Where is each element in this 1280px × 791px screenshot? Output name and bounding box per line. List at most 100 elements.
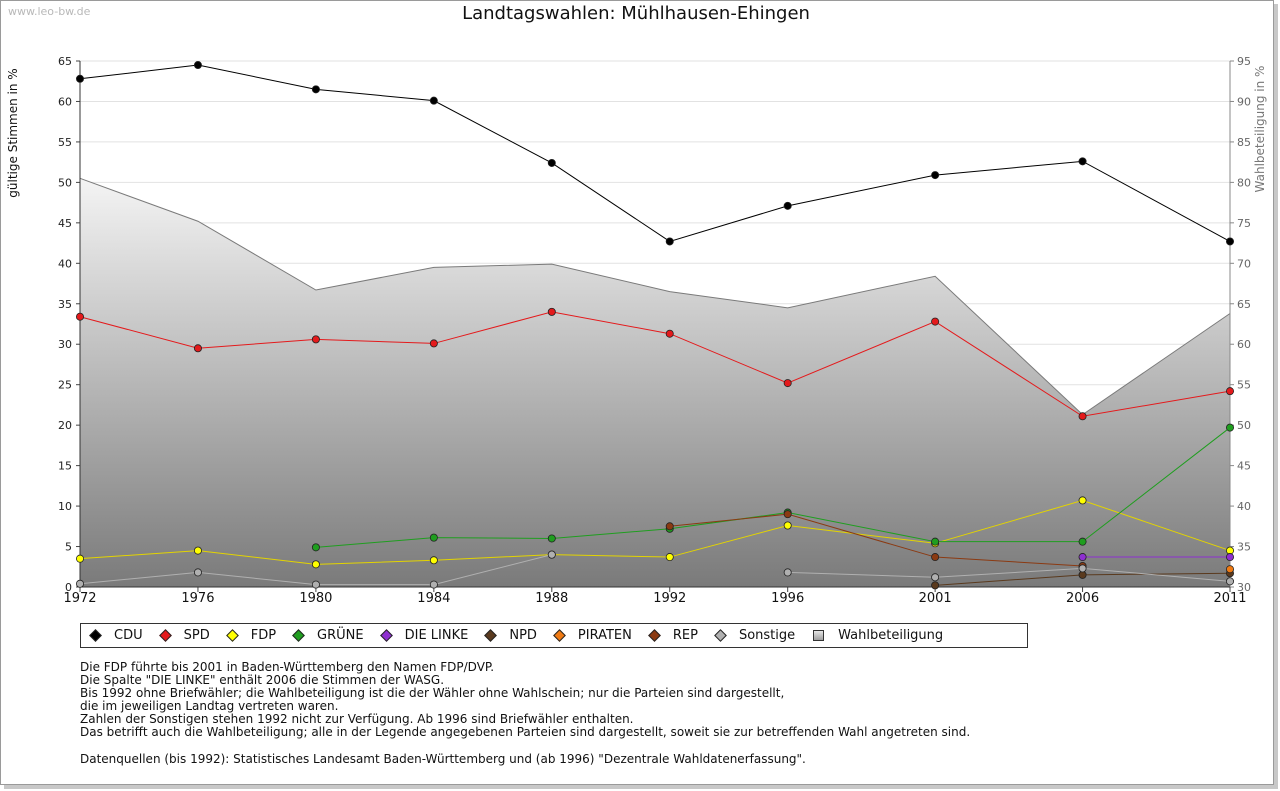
y-tick-label: 65 bbox=[58, 55, 72, 68]
y-tick-label: 40 bbox=[58, 257, 72, 270]
data-point-die-linke bbox=[1226, 553, 1235, 562]
y-tick-label: 25 bbox=[58, 379, 72, 392]
legend-label: Wahlbeteiligung bbox=[838, 628, 944, 643]
x-tick-label: 2011 bbox=[1213, 591, 1246, 606]
y-tick-label: 5 bbox=[65, 541, 72, 554]
legend-marker bbox=[89, 629, 102, 642]
x-tick-label: 1988 bbox=[535, 591, 568, 606]
legend-marker bbox=[484, 629, 498, 642]
y-tick-label: 45 bbox=[58, 217, 72, 230]
y-right-tick-label: 55 bbox=[1237, 379, 1251, 392]
data-point-sonstige bbox=[76, 579, 85, 588]
y-right-tick-label: 90 bbox=[1237, 95, 1251, 108]
series-line-cdu bbox=[79, 64, 1231, 243]
data-point-sonstige bbox=[1226, 577, 1235, 586]
data-point-cdu bbox=[931, 171, 940, 180]
legend-label: PIRATEN bbox=[577, 628, 632, 643]
legend-label: REP bbox=[672, 628, 698, 643]
legend-marker bbox=[714, 629, 727, 642]
data-point-spd bbox=[547, 307, 556, 316]
data-point-sonstige bbox=[311, 580, 320, 589]
legend-label: Sonstige bbox=[738, 628, 796, 643]
data-point-gr-ne bbox=[1078, 537, 1087, 546]
turnout-area bbox=[80, 178, 1230, 588]
y-tick-label: 0 bbox=[65, 581, 72, 594]
legend-marker bbox=[158, 629, 172, 642]
chart-title: Landtagswahlen: Mühlhausen-Ehingen bbox=[462, 3, 810, 24]
data-point-spd bbox=[193, 344, 202, 353]
footnote-line: Die FDP führte bis 2001 in Baden-Württem… bbox=[80, 660, 495, 674]
legend-item: SPD bbox=[158, 628, 210, 643]
data-point-cdu bbox=[1078, 157, 1087, 166]
footnotes: Die FDP führte bis 2001 in Baden-Württem… bbox=[80, 661, 970, 739]
legend-label: SPD bbox=[183, 628, 210, 643]
data-point-sonstige bbox=[547, 550, 556, 559]
legend-item: FDP bbox=[225, 628, 277, 643]
data-point-cdu bbox=[783, 201, 792, 210]
y-tick-label: 15 bbox=[58, 460, 72, 473]
x-tick-label: 1980 bbox=[299, 591, 332, 606]
x-tick-label: 1972 bbox=[63, 591, 96, 606]
y-right-tick-label: 70 bbox=[1237, 257, 1251, 270]
data-point-gr-ne bbox=[547, 534, 556, 543]
data-point-fdp bbox=[311, 560, 320, 569]
turnout-line bbox=[79, 177, 1231, 416]
data-point-spd bbox=[931, 317, 940, 326]
footnote-line: Die Spalte "DIE LINKE" enthält 2006 die … bbox=[80, 673, 445, 687]
data-point-cdu bbox=[547, 158, 556, 167]
data-point-gr-ne bbox=[931, 537, 940, 546]
data-point-sonstige bbox=[1078, 564, 1087, 573]
x-tick-label: 1976 bbox=[181, 591, 214, 606]
legend-item: DIE LINKE bbox=[379, 628, 469, 643]
data-point-fdp bbox=[193, 546, 202, 555]
series-line-spd bbox=[79, 311, 1231, 417]
y-tick-label: 55 bbox=[58, 136, 72, 149]
data-source-note: Datenquellen (bis 1992): Statistisches L… bbox=[80, 752, 806, 766]
y-right-tick-label: 45 bbox=[1237, 460, 1251, 473]
y-tick-label: 35 bbox=[58, 298, 72, 311]
chart-legend: CDU SPD FDP GRÜNE DIE LINKE NPD PIRATEN REP Sons… bbox=[80, 623, 1028, 648]
legend-marker bbox=[379, 629, 393, 642]
data-point-sonstige bbox=[193, 568, 202, 577]
data-point-fdp bbox=[665, 553, 674, 562]
legend-label: GRÜNE bbox=[317, 628, 364, 643]
legend-marker bbox=[225, 629, 239, 642]
data-point-cdu bbox=[665, 237, 674, 246]
footnote-line: die im jeweiligen Landtag vertreten ware… bbox=[80, 699, 339, 713]
y-tick-label: 30 bbox=[58, 338, 72, 351]
data-point-fdp bbox=[1078, 496, 1087, 505]
data-point-spd bbox=[76, 312, 85, 321]
watermark: www.leo-bw.de bbox=[8, 5, 91, 18]
series-line-fdp bbox=[79, 499, 1231, 565]
series-line-rep bbox=[669, 513, 1083, 567]
legend-item: Wahlbeteiligung bbox=[813, 628, 943, 643]
legend-label: FDP bbox=[250, 628, 277, 643]
y-right-tick-label: 35 bbox=[1237, 541, 1251, 554]
data-point-sonstige bbox=[931, 573, 940, 582]
legend-label: DIE LINKE bbox=[404, 628, 469, 643]
y-right-tick-label: 80 bbox=[1237, 176, 1251, 189]
footnote-line: Zahlen der Sonstigen stehen 1992 nicht z… bbox=[80, 712, 634, 726]
legend-marker bbox=[648, 629, 661, 642]
y-tick-label: 20 bbox=[58, 419, 72, 432]
x-tick-label: 1984 bbox=[417, 591, 450, 606]
y-right-tick-label: 50 bbox=[1237, 419, 1251, 432]
data-point-cdu bbox=[311, 85, 320, 94]
data-point-cdu bbox=[429, 96, 438, 105]
data-point-cdu bbox=[193, 61, 202, 70]
x-tick-label: 2001 bbox=[919, 591, 952, 606]
data-point-spd bbox=[665, 329, 674, 338]
footnote-line: Bis 1992 ohne Briefwähler; die Wahlbetei… bbox=[80, 686, 785, 700]
data-point-fdp bbox=[76, 554, 85, 563]
y-right-tick-label: 95 bbox=[1237, 55, 1251, 68]
data-point-cdu bbox=[76, 74, 85, 83]
data-point-spd bbox=[311, 335, 320, 344]
y-right-tick-label: 30 bbox=[1237, 581, 1251, 594]
data-point-gr-ne bbox=[1226, 423, 1235, 432]
legend-item: REP bbox=[648, 628, 698, 643]
data-point-gr-ne bbox=[311, 543, 320, 552]
data-point-sonstige bbox=[783, 568, 792, 577]
legend-area-swatch bbox=[813, 630, 825, 641]
y-tick-label: 60 bbox=[58, 95, 72, 108]
legend-item: CDU bbox=[89, 628, 143, 643]
